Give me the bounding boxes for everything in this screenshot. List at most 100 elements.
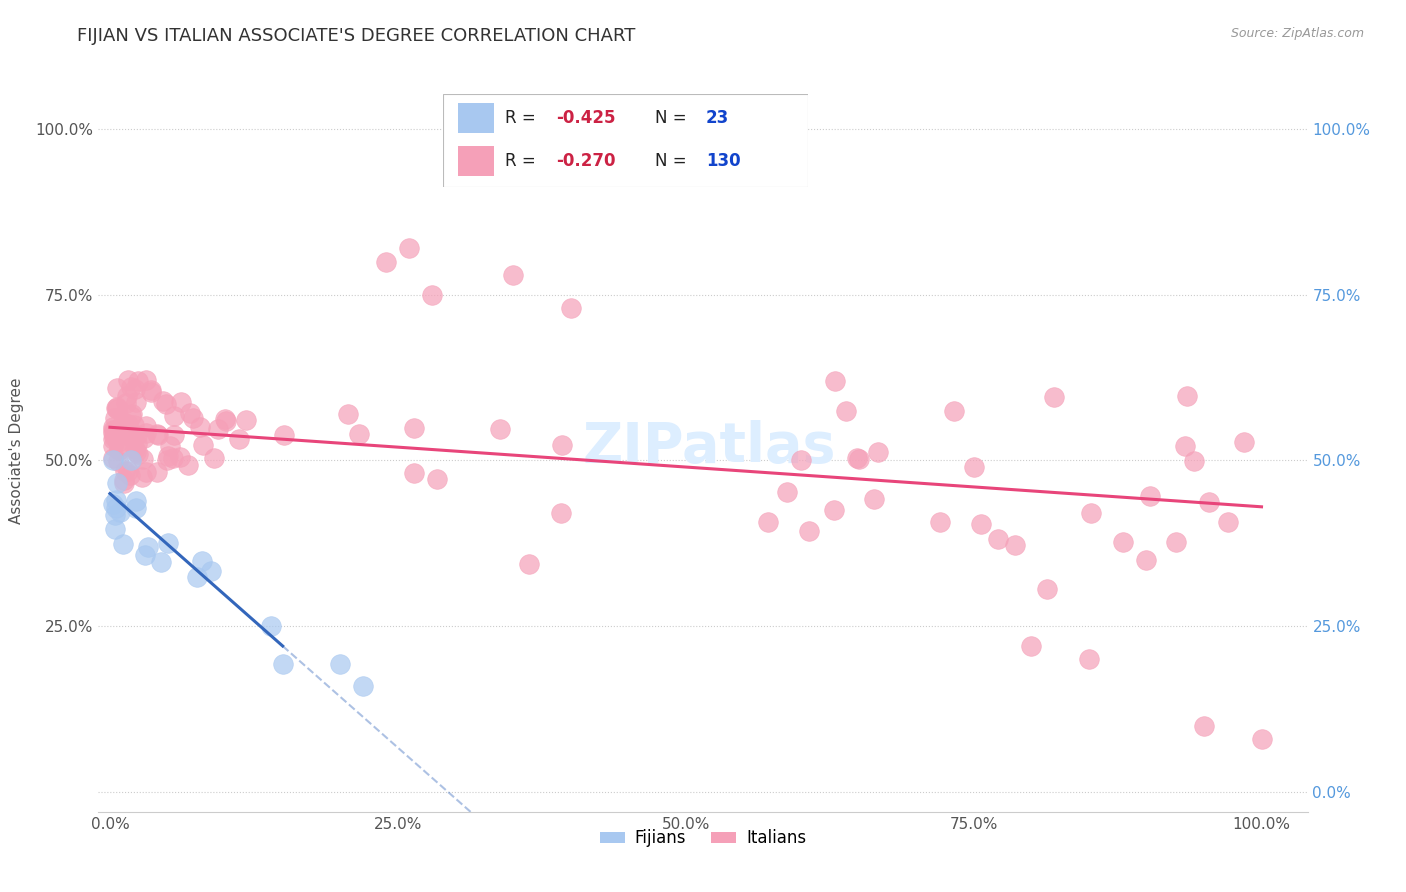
Point xyxy=(103,450,125,465)
Point xyxy=(103,423,125,437)
Point xyxy=(186,569,208,583)
Point xyxy=(112,475,135,490)
Point xyxy=(125,428,148,442)
Point xyxy=(124,383,146,397)
Point xyxy=(134,431,156,445)
Point xyxy=(105,402,128,417)
Point xyxy=(104,423,127,437)
Text: 23: 23 xyxy=(706,109,730,127)
Point xyxy=(120,453,142,467)
Point xyxy=(1080,506,1102,520)
Point xyxy=(127,436,149,450)
Point xyxy=(105,381,128,395)
Point xyxy=(105,475,128,490)
Point xyxy=(135,373,157,387)
Point xyxy=(191,437,214,451)
Point xyxy=(103,439,125,453)
Point xyxy=(776,485,799,500)
Point xyxy=(375,254,398,268)
Point xyxy=(1019,639,1042,653)
Point xyxy=(163,409,186,424)
Point xyxy=(121,408,143,422)
Point xyxy=(942,403,965,417)
Point xyxy=(169,450,191,464)
FancyBboxPatch shape xyxy=(457,146,494,176)
Point xyxy=(104,500,127,515)
Point xyxy=(329,657,352,671)
Point xyxy=(115,422,138,436)
FancyBboxPatch shape xyxy=(443,94,808,187)
Point xyxy=(135,425,157,440)
Point xyxy=(488,422,510,436)
Point xyxy=(347,426,370,441)
Point xyxy=(170,394,193,409)
Point xyxy=(970,516,993,531)
Point xyxy=(125,394,148,409)
Point xyxy=(426,472,449,486)
Point xyxy=(103,432,125,446)
Point xyxy=(112,473,135,487)
Point xyxy=(1139,489,1161,503)
Point xyxy=(103,426,125,441)
Point xyxy=(200,564,222,578)
Point xyxy=(104,410,127,425)
Legend: Fijians, Italians: Fijians, Italians xyxy=(593,822,813,854)
Point xyxy=(207,422,229,436)
Point xyxy=(104,522,127,536)
Point xyxy=(135,465,157,479)
Point xyxy=(117,429,139,443)
Point xyxy=(1042,390,1064,404)
Point xyxy=(402,466,425,480)
Point xyxy=(162,450,184,465)
Point xyxy=(146,465,169,479)
Point xyxy=(115,425,138,440)
Point xyxy=(103,419,125,434)
Point xyxy=(125,494,148,508)
Point xyxy=(962,460,984,475)
Point xyxy=(131,470,153,484)
Point xyxy=(152,394,174,409)
Point xyxy=(177,458,200,473)
Point xyxy=(117,417,139,431)
Point xyxy=(336,407,359,421)
Point xyxy=(117,374,139,388)
Point xyxy=(868,445,890,459)
Text: FIJIAN VS ITALIAN ASSOCIATE'S DEGREE CORRELATION CHART: FIJIAN VS ITALIAN ASSOCIATE'S DEGREE COR… xyxy=(77,27,636,45)
Point xyxy=(105,400,128,414)
Text: ZIPatlas: ZIPatlas xyxy=(582,420,835,475)
Point xyxy=(139,384,162,398)
Point xyxy=(139,384,162,399)
Point xyxy=(517,558,540,572)
FancyBboxPatch shape xyxy=(457,103,494,133)
Point xyxy=(845,451,868,466)
Point xyxy=(112,537,135,551)
Point xyxy=(120,380,142,394)
Point xyxy=(1192,718,1215,732)
Point xyxy=(117,464,139,478)
Point xyxy=(124,442,146,456)
Point xyxy=(127,374,149,388)
Text: Source: ZipAtlas.com: Source: ZipAtlas.com xyxy=(1230,27,1364,40)
Point xyxy=(260,619,283,633)
Point xyxy=(550,506,572,520)
Point xyxy=(215,414,238,428)
Point xyxy=(114,417,136,432)
Point xyxy=(163,428,186,442)
Point xyxy=(1112,534,1135,549)
Point xyxy=(1174,439,1197,453)
Point xyxy=(987,533,1010,547)
Text: R =: R = xyxy=(505,109,541,127)
Point xyxy=(422,287,444,301)
Point xyxy=(114,464,136,478)
Point xyxy=(398,241,420,255)
Text: 130: 130 xyxy=(706,153,741,170)
Point xyxy=(1135,553,1157,567)
Point xyxy=(107,454,129,468)
Point xyxy=(228,432,250,446)
Point xyxy=(179,407,201,421)
Point xyxy=(110,440,132,454)
Point xyxy=(104,492,127,507)
Point xyxy=(122,417,145,432)
Point xyxy=(112,415,135,429)
Point xyxy=(402,421,425,435)
